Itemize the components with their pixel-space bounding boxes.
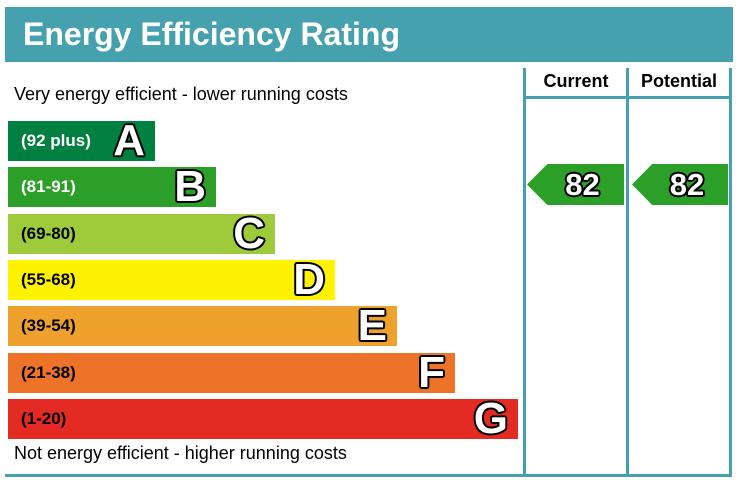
band-range-a: (92 plus): [21, 131, 91, 150]
band-row-b: (81-91) B: [8, 162, 216, 211]
divider-current-potential: [626, 68, 629, 477]
band-row-f: (21-38) F: [8, 348, 455, 397]
band-range-f: (21-38): [21, 363, 76, 382]
band-letter-b: B: [174, 162, 206, 211]
band-range-e: (39-54): [21, 316, 76, 335]
title-bar: Energy Efficiency Rating: [5, 7, 733, 62]
divider-chart-current: [523, 68, 526, 477]
potential-rating-value: 82: [669, 166, 705, 202]
band-row-g: (1-20) G: [8, 394, 518, 443]
band-range-d: (55-68): [21, 270, 76, 289]
band-range-c: (69-80): [21, 224, 76, 243]
border-bottom: [5, 474, 732, 477]
band-letter-a: A: [113, 116, 145, 165]
border-right: [729, 68, 732, 477]
current-rating-arrow: 82: [527, 164, 624, 205]
header-underline: [523, 96, 732, 99]
band-range-b: (81-91): [21, 177, 76, 196]
column-header-current: Current: [543, 71, 609, 91]
band-letter-c: C: [233, 209, 265, 258]
band-row-c: (69-80) C: [8, 209, 275, 258]
band-row-a: (92 plus) A: [8, 116, 155, 165]
band-letter-f: F: [418, 348, 445, 397]
current-rating-value: 82: [565, 166, 600, 202]
band-letter-d: D: [293, 255, 325, 304]
band-range-g: (1-20): [21, 409, 67, 428]
note-not-efficient: Not energy efficient - higher running co…: [14, 443, 347, 463]
note-very-efficient: Very energy efficient - lower running co…: [14, 84, 348, 104]
band-row-d: (55-68) D: [8, 255, 335, 304]
page-title: Energy Efficiency Rating: [23, 16, 400, 52]
potential-rating-arrow: 82: [632, 164, 728, 205]
column-header-potential: Potential: [640, 71, 717, 91]
band-letter-e: E: [357, 301, 387, 350]
band-letter-g: G: [473, 394, 508, 443]
band-row-e: (39-54) E: [8, 301, 397, 350]
